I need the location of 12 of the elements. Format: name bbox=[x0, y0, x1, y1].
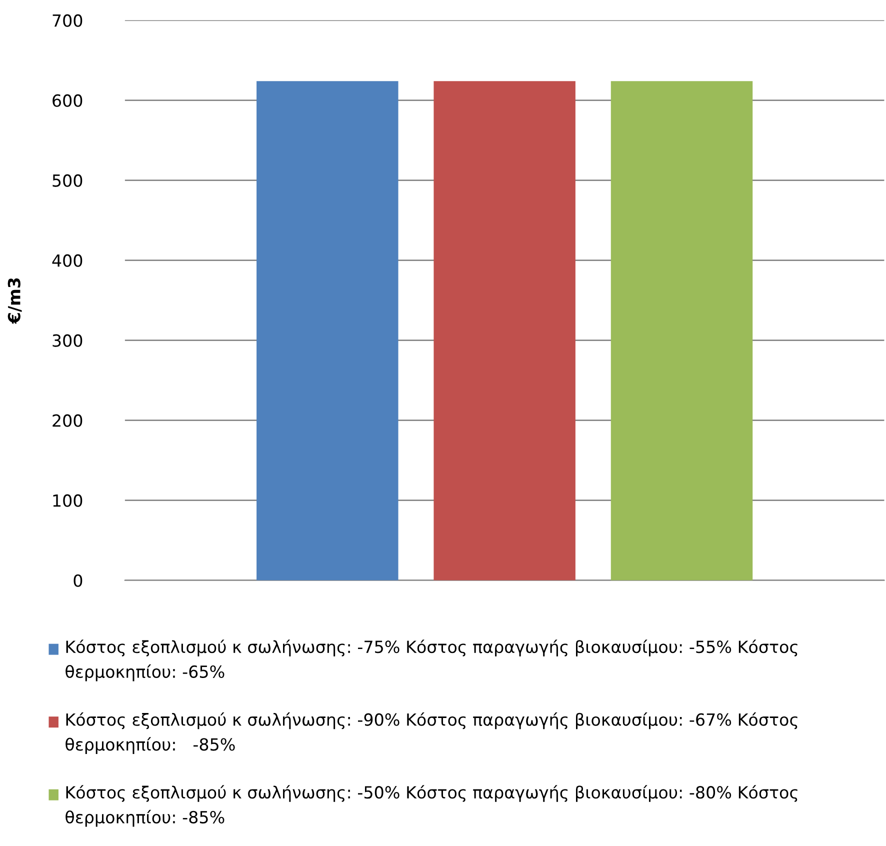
legend-label: Κόστος εξοπλισμού κ σωλήνωσης: -50% Κόστος παραγωγής βιοκαυσίμου: -80% Κόστος θερμοκηπίου: -85% bbox=[66, 785, 798, 827]
y-tick-label: 100 bbox=[53, 494, 82, 507]
y-tick-label: 300 bbox=[52, 334, 82, 347]
y-tick-label: 700 bbox=[52, 14, 82, 27]
y-axis-title: €/m3 bbox=[8, 278, 22, 324]
y-tick-label: 500 bbox=[52, 174, 82, 187]
y-tick-label: 600 bbox=[52, 94, 82, 107]
y-tick-label: 200 bbox=[52, 414, 82, 427]
legend-label: Κόστος εξοπλισμού κ σωλήνωσης: -75% Κόστος παραγωγής βιοκαυσίμου: -55% Κόστος θερμοκηπίου: -65% bbox=[66, 640, 798, 682]
legend-label: Κόστος εξοπλισμού κ σωλήνωσης: -90% Κόστος παραγωγής βιοκαυσίμου: -67% Κόστος θερμοκηπίου: -85% bbox=[66, 712, 798, 754]
y-tick-label: 0 bbox=[74, 574, 82, 587]
y-tick-label: 400 bbox=[52, 254, 82, 267]
